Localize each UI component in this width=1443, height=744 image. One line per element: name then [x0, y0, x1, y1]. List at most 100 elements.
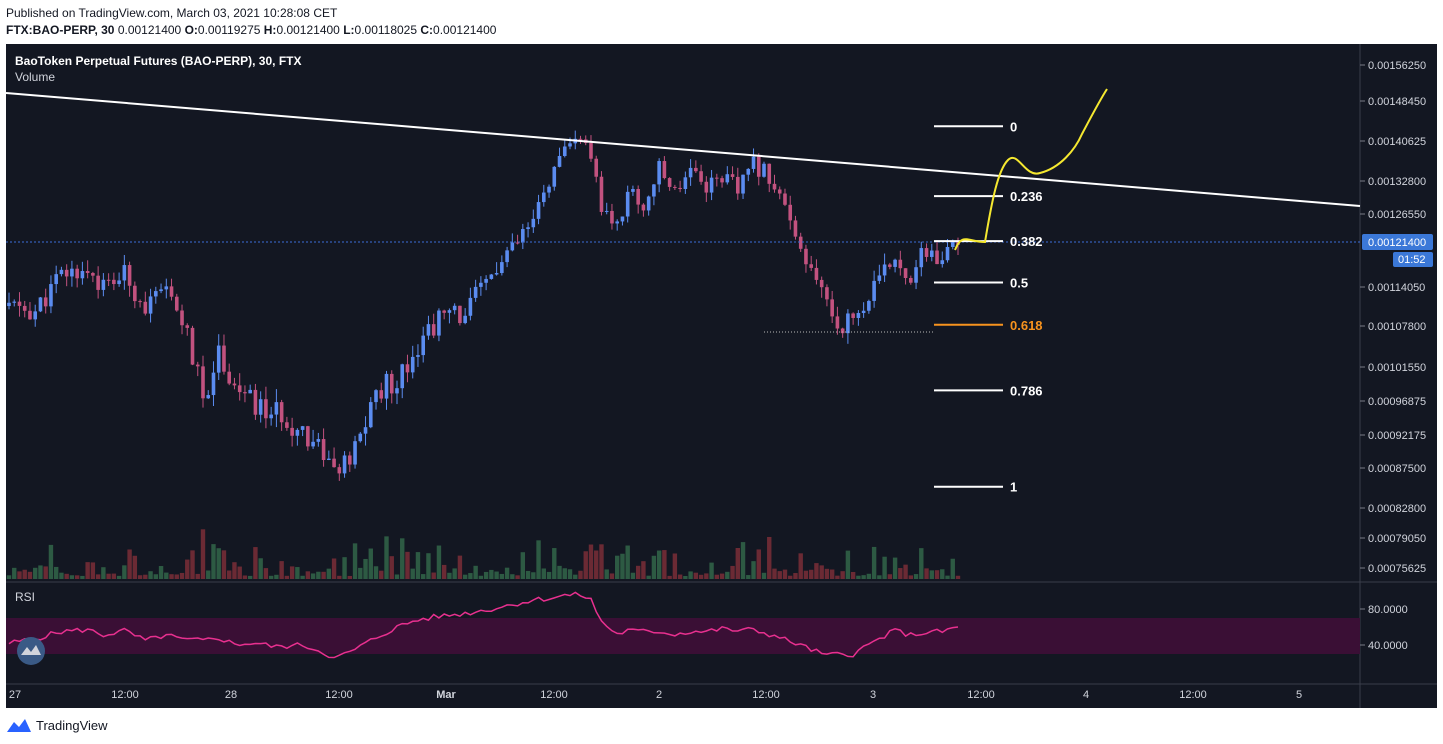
candle-body: [557, 155, 562, 167]
volume-bar: [90, 562, 96, 579]
candle-body: [830, 299, 834, 317]
candle-body: [788, 204, 793, 221]
volume-bar: [148, 571, 153, 579]
volume-bar: [321, 571, 326, 579]
volume-bar: [546, 571, 552, 579]
price-axis[interactable]: 0.00156250 0.00148450 0.00140625 0.00132800…: [1360, 60, 1426, 575]
candle-body: [662, 161, 667, 179]
volume-bars: [6, 529, 961, 579]
candle-body: [510, 242, 515, 251]
descending-trendline[interactable]: [5, 92, 1361, 207]
candle-body: [741, 174, 745, 194]
volume-bar: [447, 572, 452, 579]
candle-body: [500, 262, 504, 274]
high-value: 0.00121400: [276, 23, 340, 37]
candle-body: [945, 246, 950, 261]
volume-bar: [609, 573, 615, 579]
volume-bar: [945, 575, 950, 579]
volume-bar: [714, 574, 720, 579]
candle-body: [159, 289, 163, 292]
volume-bar: [169, 574, 174, 579]
volume-bar: [761, 572, 767, 579]
volume-bar: [688, 571, 693, 579]
candle-body: [169, 286, 174, 297]
volume-bar: [279, 561, 284, 579]
time-axis[interactable]: 27 12:00 28 12:00 Mar 12:00 2 12:00 3 12:00 4 12:00…: [9, 689, 1302, 701]
volume-bar: [38, 565, 43, 579]
candle-body: [12, 301, 17, 303]
candle-body: [421, 335, 426, 356]
candle-body: [819, 279, 824, 288]
volume-bar: [483, 571, 489, 579]
volume-bar: [698, 574, 704, 579]
rsi-axis[interactable]: 80.0000 40.0000: [1360, 604, 1408, 652]
candle-body: [33, 311, 38, 320]
volume-bar: [190, 550, 195, 579]
fibonacci-retracement[interactable]: 0 0.236 0.382 0.5 0.618 0.786 1: [934, 119, 1043, 495]
candle-body: [337, 467, 342, 474]
candle-body: [762, 163, 766, 177]
volume-bar: [562, 568, 567, 579]
tradingview-footer[interactable]: TradingView: [6, 716, 108, 734]
candle-body: [85, 271, 90, 274]
volume-bar: [326, 568, 332, 579]
volume-bar: [158, 566, 164, 579]
price-tick-label: 0.00156250: [1368, 60, 1426, 72]
candle-body: [405, 364, 410, 373]
candle-body: [772, 183, 777, 190]
volume-bar: [824, 568, 830, 579]
candle-body: [929, 250, 934, 257]
candle-body: [641, 204, 646, 211]
volume-bar: [504, 567, 510, 579]
candle-body: [882, 264, 887, 276]
volume-bar: [536, 540, 541, 579]
volume-bar: [489, 569, 494, 579]
candle-body: [363, 427, 368, 434]
candle-body: [70, 268, 74, 277]
candle-body: [625, 191, 630, 217]
volume-bar: [709, 562, 714, 579]
candle-body: [547, 186, 551, 193]
candle-body: [468, 297, 473, 316]
candle-body: [861, 310, 866, 314]
candle-body: [735, 176, 740, 194]
candle-body: [505, 250, 509, 263]
volume-bar: [400, 538, 405, 579]
fib-level-label: 0.618: [1010, 318, 1043, 333]
volume-bar: [583, 551, 588, 579]
volume-bar: [525, 570, 531, 579]
candle-body: [646, 196, 651, 211]
candle-body: [316, 439, 321, 442]
candle-body: [327, 458, 331, 461]
candle-body: [389, 373, 394, 394]
volume-bar: [845, 550, 851, 579]
volume-bar: [782, 569, 788, 579]
volume-bar: [620, 553, 625, 579]
candle-body: [756, 156, 761, 177]
fib-level-label: 1: [1010, 480, 1017, 495]
candle-body: [17, 301, 22, 306]
volume-bar: [421, 574, 426, 579]
volume-bar: [808, 569, 814, 579]
volume-bar: [829, 569, 835, 579]
volume-bar: [934, 570, 940, 579]
candle-body: [321, 439, 326, 461]
price-tick-label: 0.00087500: [1368, 463, 1426, 475]
last-price-tag: 0.00121400: [1368, 237, 1426, 249]
volume-bar: [835, 575, 840, 579]
candle-body: [767, 163, 772, 184]
projection-path[interactable]: [954, 88, 1108, 251]
volume-bar: [683, 575, 688, 579]
tradingview-watermark-icon: [17, 637, 45, 665]
volume-bar: [232, 562, 237, 579]
volume-bar: [887, 574, 893, 579]
volume-bar: [164, 572, 169, 579]
price-tick-label: 0.00148450: [1368, 96, 1426, 108]
candle-body: [311, 441, 315, 447]
volume-bar: [751, 561, 756, 579]
volume-bar: [22, 569, 27, 579]
volume-bar: [819, 565, 824, 579]
fib-level-label: 0: [1010, 119, 1017, 134]
high-label: H:: [263, 23, 277, 37]
